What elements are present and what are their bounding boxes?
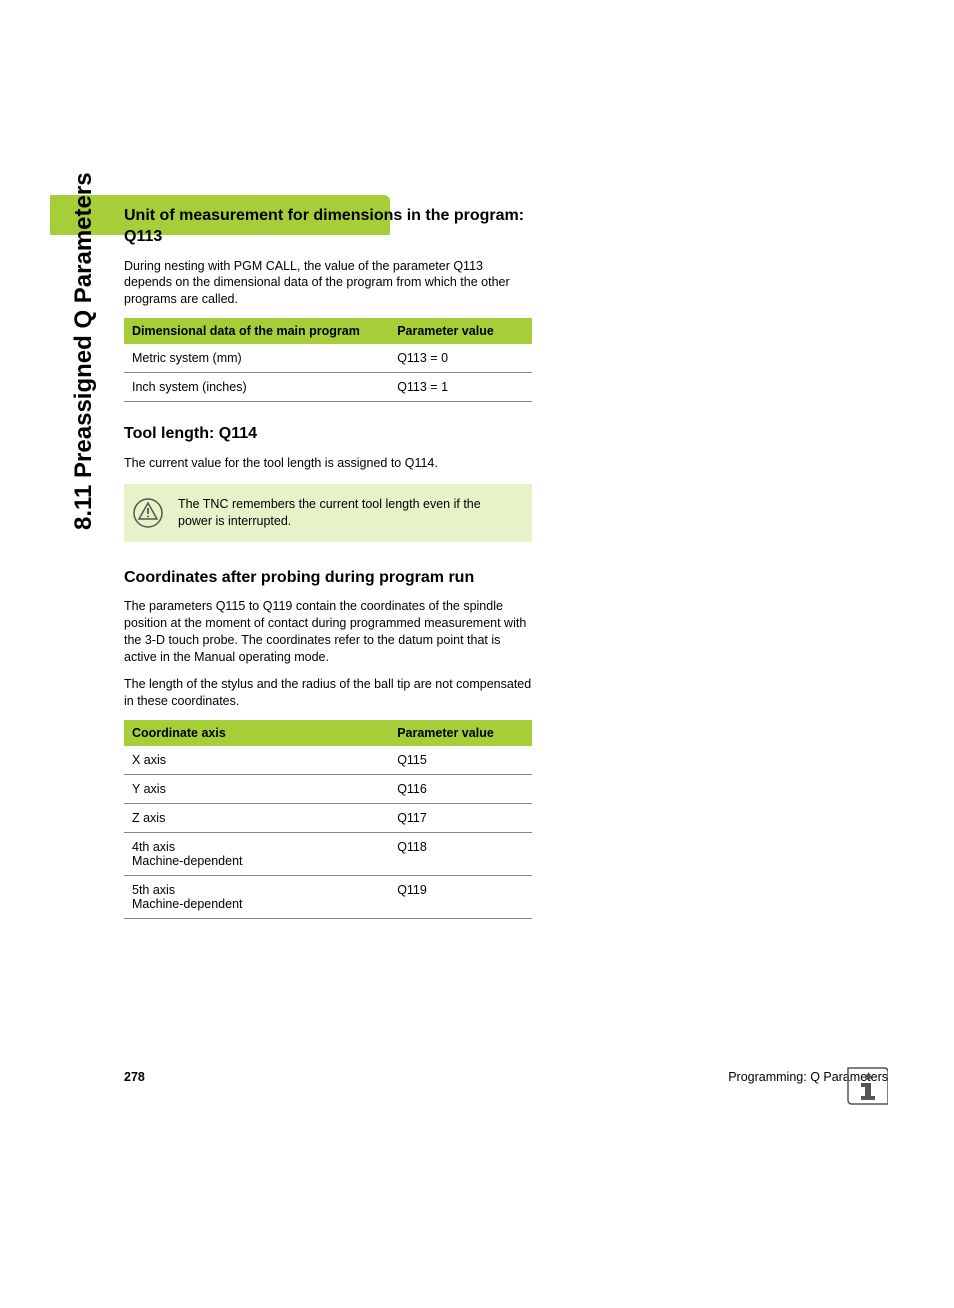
table-cell: Q116 (389, 774, 532, 803)
table-row: X axis Q115 (124, 746, 532, 775)
table-cell: Q113 = 0 (389, 344, 532, 373)
table-cell: Y axis (124, 774, 389, 803)
section3-paragraph1: The parameters Q115 to Q119 contain the … (124, 598, 532, 666)
table-row: Z axis Q117 (124, 803, 532, 832)
page-footer: 278 Programming: Q Parameters (124, 1070, 888, 1084)
table-cell: Z axis (124, 803, 389, 832)
table-cell: 5th axis Machine-dependent (124, 875, 389, 918)
section1-table: Dimensional data of the main program Par… (124, 318, 532, 402)
section2-paragraph: The current value for the tool length is… (124, 455, 532, 472)
section3-heading: Coordinates after probing during program… (124, 568, 532, 589)
section3-table: Coordinate axis Parameter value X axis Q… (124, 720, 532, 919)
table-header: Parameter value (389, 720, 532, 746)
page-number: 278 (124, 1070, 145, 1084)
section2-heading: Tool length: Q114 (124, 424, 532, 445)
warning-icon (132, 497, 164, 529)
section1-heading: Unit of measurement for dimensions in th… (124, 206, 532, 248)
table-cell: Inch system (inches) (124, 373, 389, 402)
info-icon (844, 1064, 888, 1108)
table-header: Parameter value (389, 318, 532, 344)
table-row: Inch system (inches) Q113 = 1 (124, 373, 532, 402)
page-content: Unit of measurement for dimensions in th… (124, 206, 532, 941)
table-cell: X axis (124, 746, 389, 775)
note-text: The TNC remembers the current tool lengt… (178, 496, 518, 530)
table-cell: 4th axis Machine-dependent (124, 832, 389, 875)
table-row: Metric system (mm) Q113 = 0 (124, 344, 532, 373)
sidebar-section-title: 8.11 Preassigned Q Parameters (70, 172, 98, 530)
table-row: 5th axis Machine-dependent Q119 (124, 875, 532, 918)
table-cell: Metric system (mm) (124, 344, 389, 373)
table-row: Y axis Q116 (124, 774, 532, 803)
section3-paragraph2: The length of the stylus and the radius … (124, 676, 532, 710)
table-cell: Q113 = 1 (389, 373, 532, 402)
table-cell: Q119 (389, 875, 532, 918)
table-cell: Q115 (389, 746, 532, 775)
table-cell: Q118 (389, 832, 532, 875)
table-row: 4th axis Machine-dependent Q118 (124, 832, 532, 875)
note-box: The TNC remembers the current tool lengt… (124, 484, 532, 542)
table-header: Dimensional data of the main program (124, 318, 389, 344)
section1-paragraph: During nesting with PGM CALL, the value … (124, 258, 532, 309)
table-cell: Q117 (389, 803, 532, 832)
table-header: Coordinate axis (124, 720, 389, 746)
